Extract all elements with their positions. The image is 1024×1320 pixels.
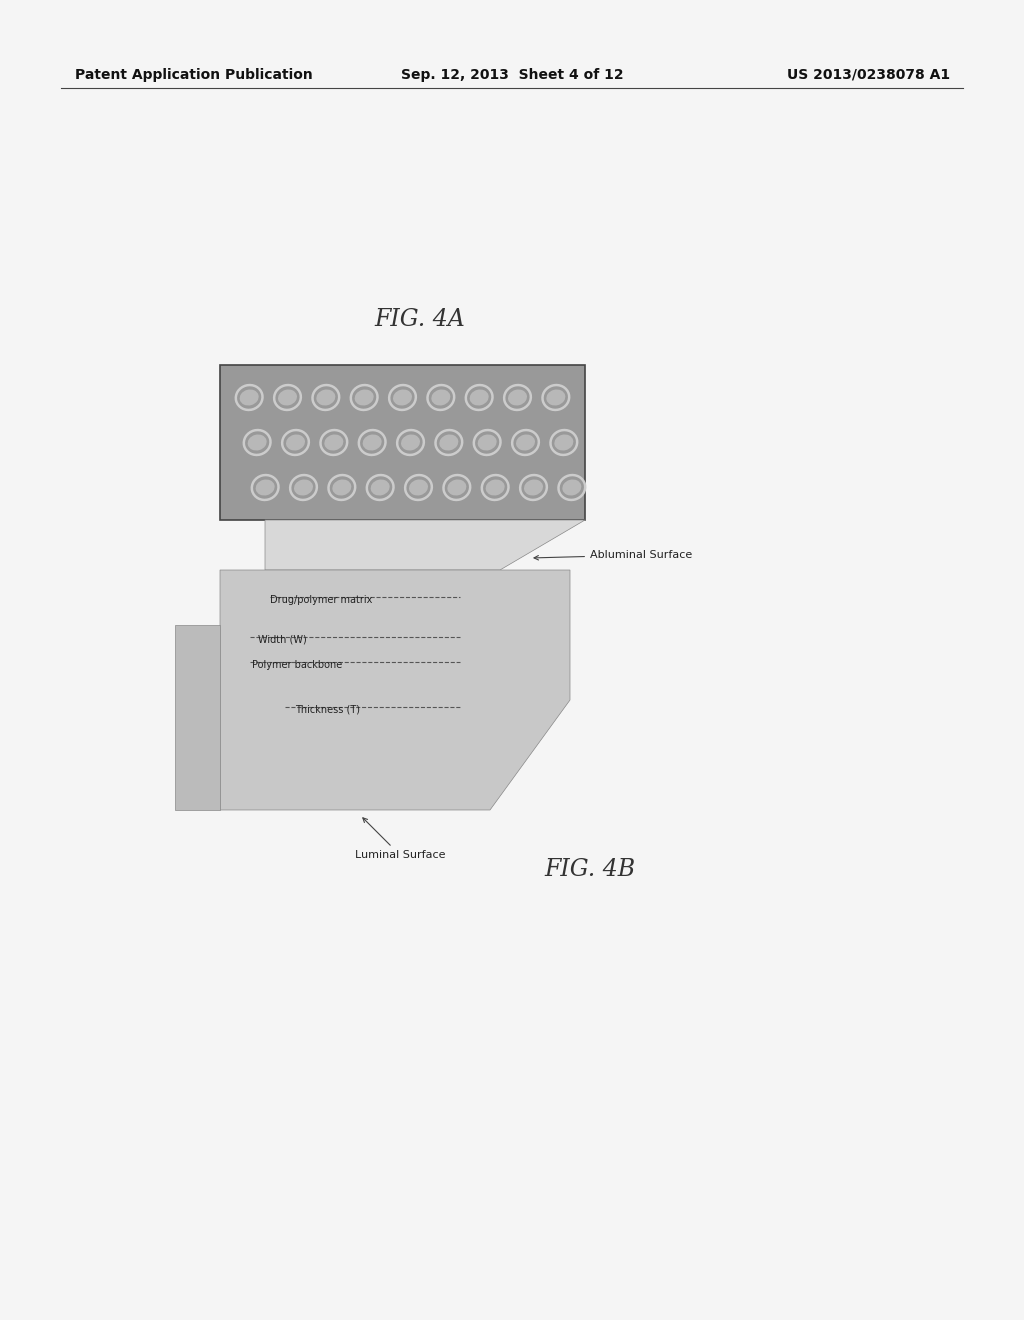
Ellipse shape	[524, 479, 543, 495]
Text: FIG. 4B: FIG. 4B	[545, 858, 636, 882]
Polygon shape	[175, 624, 220, 810]
Ellipse shape	[256, 479, 274, 495]
Ellipse shape	[354, 389, 374, 405]
Text: Luminal Surface: Luminal Surface	[354, 818, 445, 861]
Ellipse shape	[562, 479, 582, 495]
Text: Patent Application Publication: Patent Application Publication	[75, 69, 312, 82]
Ellipse shape	[240, 389, 259, 405]
Ellipse shape	[248, 434, 266, 450]
Ellipse shape	[470, 389, 488, 405]
Text: Polymer backbone: Polymer backbone	[252, 660, 342, 671]
Ellipse shape	[485, 479, 505, 495]
Ellipse shape	[508, 389, 527, 405]
Text: FIG. 4A: FIG. 4A	[375, 309, 465, 331]
Polygon shape	[265, 520, 585, 570]
Text: Drug/polymer matrix: Drug/polymer matrix	[270, 595, 373, 605]
Ellipse shape	[401, 434, 420, 450]
Text: Abluminal Surface: Abluminal Surface	[535, 550, 692, 560]
Ellipse shape	[431, 389, 451, 405]
Ellipse shape	[325, 434, 343, 450]
Ellipse shape	[333, 479, 351, 495]
Ellipse shape	[286, 434, 305, 450]
Ellipse shape	[316, 389, 335, 405]
Text: Width (W): Width (W)	[258, 635, 307, 645]
Ellipse shape	[547, 389, 565, 405]
Text: Thickness (T): Thickness (T)	[295, 705, 360, 715]
Bar	[220, 366, 585, 520]
Ellipse shape	[362, 434, 382, 450]
Ellipse shape	[516, 434, 535, 450]
Ellipse shape	[409, 479, 428, 495]
Ellipse shape	[279, 389, 297, 405]
Ellipse shape	[294, 479, 313, 495]
Polygon shape	[220, 570, 570, 810]
Ellipse shape	[447, 479, 466, 495]
Ellipse shape	[439, 434, 459, 450]
Text: US 2013/0238078 A1: US 2013/0238078 A1	[786, 69, 950, 82]
Ellipse shape	[554, 434, 573, 450]
Ellipse shape	[477, 434, 497, 450]
Ellipse shape	[371, 479, 390, 495]
Text: Sep. 12, 2013  Sheet 4 of 12: Sep. 12, 2013 Sheet 4 of 12	[400, 69, 624, 82]
Ellipse shape	[393, 389, 412, 405]
